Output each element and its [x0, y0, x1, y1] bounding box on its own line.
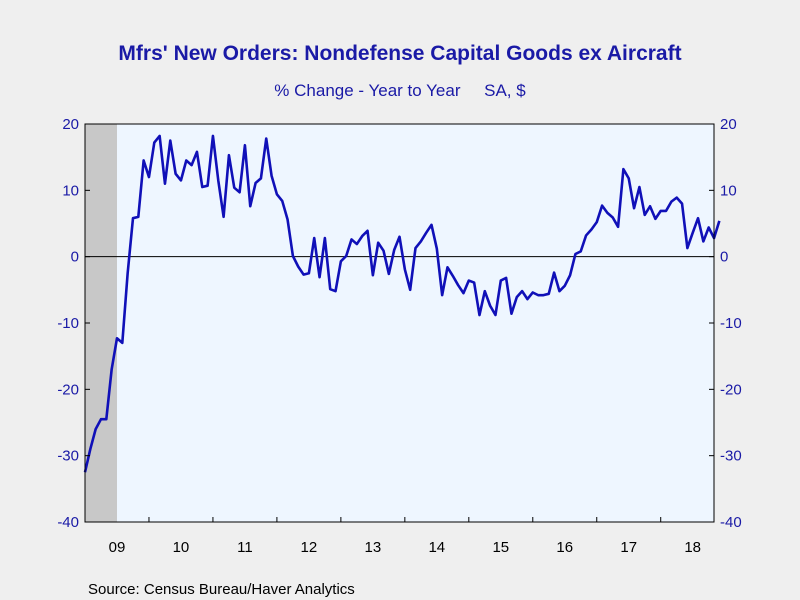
x-tick-label: 09 [109, 539, 126, 556]
x-tick-label: 17 [620, 539, 637, 556]
x-tick-label: 18 [684, 539, 701, 556]
chart-title: Mfrs' New Orders: Nondefense Capital Goo… [118, 42, 681, 65]
y-tick-label-right: -40 [720, 514, 742, 531]
y-tick-label-right: 20 [720, 116, 737, 133]
source-note: Source: Census Bureau/Haver Analytics [88, 581, 355, 598]
y-tick-label-right: 10 [720, 182, 737, 199]
y-tick-label-left: -30 [57, 448, 79, 465]
y-tick-label-left: 0 [71, 249, 79, 266]
y-axis-right: 20 10 0 -10 -20 -30 -40 [709, 116, 742, 531]
x-axis: 09 10 11 12 13 14 15 16 17 18 [84, 517, 701, 556]
y-axis-left: 20 10 0 -10 -20 -30 -40 [57, 116, 90, 531]
y-tick-label-left: -20 [57, 381, 79, 398]
y-tick-label-right: -30 [720, 448, 742, 465]
y-tick-label-left: 10 [62, 182, 79, 199]
x-tick-label: 15 [492, 539, 509, 556]
y-tick-label-right: -10 [720, 315, 742, 332]
y-tick-label-right: 0 [720, 249, 728, 266]
chart-subtitle: % Change - Year to Year SA, $ [274, 81, 526, 100]
x-tick-label: 13 [365, 539, 382, 556]
series-line [83, 134, 721, 473]
y-tick-label-left: -10 [57, 315, 79, 332]
x-tick-label: 14 [428, 539, 445, 556]
y-tick-label-right: -20 [720, 381, 742, 398]
y-tick-label-left: 20 [62, 116, 79, 133]
plot-area [85, 124, 714, 522]
y-tick-label-left: -40 [57, 514, 79, 531]
x-tick-label: 16 [556, 539, 573, 556]
x-tick-label: 12 [301, 539, 318, 556]
recession-shading [85, 124, 117, 522]
x-tick-label: 10 [173, 539, 190, 556]
x-tick-label: 11 [237, 539, 253, 556]
